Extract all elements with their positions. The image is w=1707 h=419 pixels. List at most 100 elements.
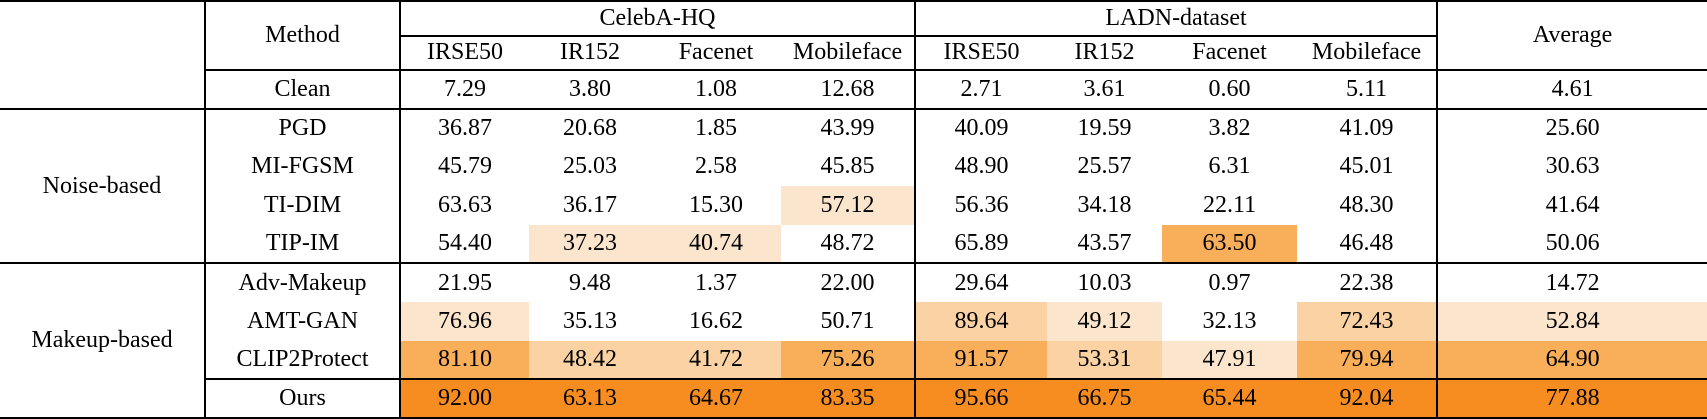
table-row-tip-im: TIP-IM 54.40 37.23 40.74 48.72 65.89 43.…	[0, 224, 1707, 265]
value-cell: 48.30	[1297, 186, 1439, 225]
value-cell: 65.44	[1162, 379, 1298, 418]
model-column-header: Facenet	[1162, 35, 1298, 72]
value-cell: 21.95	[438, 269, 492, 296]
value-cell: 43.99	[781, 108, 917, 148]
value-cell: 81.10	[400, 340, 529, 381]
method-cell: AMT-GAN	[205, 302, 401, 341]
value-cell: 83.35	[781, 379, 917, 418]
value-cell: 10.03	[1077, 269, 1132, 296]
value-cell: 35.13	[563, 307, 617, 334]
value-cell: 65.89	[915, 224, 1048, 265]
value-cell: 57.12	[781, 186, 917, 225]
value-cell: 75.26	[781, 340, 917, 381]
value-cell: 0.60	[1162, 70, 1298, 110]
value-cell: 46.48	[1297, 224, 1439, 265]
model-column-header: IRSE50	[915, 35, 1048, 72]
table-row-clip2protect: CLIP2Protect 81.10 48.42 41.72 75.26 91.…	[0, 340, 1707, 381]
value-cell: 63.50	[1162, 224, 1298, 265]
table-row-ours: Ours 92.00 63.13 64.67 83.35 95.66 66.75…	[0, 379, 1707, 418]
value-cell: 89.64	[915, 302, 1048, 341]
table-row-mi-fgsm: MI-FGSM 45.79 25.03 2.58 45.85 48.90 25.…	[0, 147, 1707, 187]
value-cell: 22.00	[781, 263, 917, 302]
value-cell: 48.42	[529, 340, 651, 381]
corner-cell	[0, 1, 206, 110]
value-cell: 48.72	[781, 224, 917, 265]
table-row-amt-gan: AMT-GAN 76.96 35.13 16.62 50.71 89.64 49…	[0, 302, 1707, 341]
value-cell: 41.09	[1297, 108, 1439, 148]
value-cell: 2.58	[695, 153, 737, 180]
dataset-group-header-celeba: CelebA-HQ	[400, 1, 917, 37]
method-cell: Clean	[205, 70, 401, 110]
value-cell: 4.61	[1437, 70, 1707, 110]
value-cell: 25.60	[1545, 115, 1600, 142]
value-cell: 3.61	[1047, 70, 1163, 110]
value-cell: 29.64	[954, 269, 1009, 296]
method-cell: MI-FGSM	[205, 147, 401, 187]
value-cell: 6.31	[1208, 153, 1251, 180]
category-label-noise-based: Noise-based	[0, 108, 206, 265]
value-cell: 20.68	[563, 115, 617, 142]
model-column-header: IR152	[1047, 35, 1163, 72]
value-cell: 5.11	[1297, 70, 1439, 110]
value-cell: 12.68	[781, 70, 917, 110]
value-cell: 25.03	[563, 153, 617, 180]
value-cell: 76.96	[400, 302, 529, 341]
value-cell: 36.87	[438, 115, 492, 142]
model-column-header: IR152	[529, 35, 651, 72]
method-cell: Ours	[205, 379, 401, 418]
value-cell: 95.66	[915, 379, 1048, 418]
value-cell: 22.11	[1202, 191, 1257, 218]
table-row-ti-dim: TI-DIM 63.63 36.17 15.30 57.12 56.36 34.…	[0, 186, 1707, 225]
category-label-makeup-based: Makeup-based	[0, 263, 206, 418]
value-cell: 54.40	[400, 224, 529, 265]
value-cell: 48.90	[954, 153, 1009, 180]
value-cell: 0.97	[1208, 269, 1251, 296]
value-cell: 34.18	[1077, 191, 1132, 218]
value-cell: 53.31	[1047, 340, 1163, 381]
value-cell: 92.04	[1297, 379, 1439, 418]
method-cell: Adv-Makeup	[205, 263, 401, 302]
value-cell: 47.91	[1162, 340, 1298, 381]
dataset-group-header-ladn: LADN-dataset	[915, 1, 1439, 37]
value-cell: 92.00	[400, 379, 529, 418]
value-cell: 56.36	[954, 191, 1009, 218]
method-cell: TI-DIM	[205, 186, 401, 225]
value-cell: 50.06	[1437, 224, 1707, 265]
value-cell: 66.75	[1047, 379, 1163, 418]
value-cell: 72.43	[1297, 302, 1439, 341]
value-cell: 3.80	[529, 70, 651, 110]
value-cell: 40.74	[651, 224, 781, 265]
table-row-clean: Clean 7.29 3.80 1.08 12.68 2.71 3.61 0.6…	[0, 70, 1707, 110]
value-cell: 30.63	[1545, 153, 1600, 180]
value-cell: 79.94	[1297, 340, 1439, 381]
value-cell: 37.23	[529, 224, 651, 265]
table-row-adv-makeup: Makeup-based Adv-Makeup 21.95 9.48 1.37 …	[0, 263, 1707, 418]
value-cell: 50.71	[781, 302, 917, 341]
model-column-header: IRSE50	[400, 35, 529, 72]
value-cell: 3.82	[1208, 115, 1251, 142]
header-row-models: IRSE50 IR152 Facenet Mobileface IRSE50 I…	[0, 35, 1707, 72]
value-cell: 45.01	[1297, 147, 1439, 187]
model-column-header: Mobileface	[781, 35, 917, 72]
value-cell: 43.57	[1047, 224, 1163, 265]
value-cell: 52.84	[1437, 302, 1707, 341]
value-cell: 64.67	[651, 379, 781, 418]
header-row-groups: Method CelebA-HQ LADN-dataset Average	[0, 1, 1707, 110]
value-cell: 49.12	[1047, 302, 1163, 341]
value-cell: 45.79	[438, 153, 492, 180]
value-cell: 77.88	[1437, 379, 1707, 418]
value-cell: 32.13	[1202, 307, 1257, 334]
average-column-header: Average	[1437, 1, 1707, 72]
value-cell: 41.72	[651, 340, 781, 381]
value-cell: 40.09	[954, 115, 1009, 142]
value-cell: 7.29	[400, 70, 529, 110]
value-cell: 2.71	[915, 70, 1048, 110]
value-cell: 25.57	[1077, 153, 1132, 180]
method-cell: TIP-IM	[205, 224, 401, 265]
value-cell: 9.48	[569, 269, 611, 296]
value-cell: 41.64	[1545, 191, 1600, 218]
value-cell: 22.38	[1297, 263, 1439, 302]
value-cell: 1.85	[695, 115, 737, 142]
value-cell: 16.62	[689, 307, 743, 334]
